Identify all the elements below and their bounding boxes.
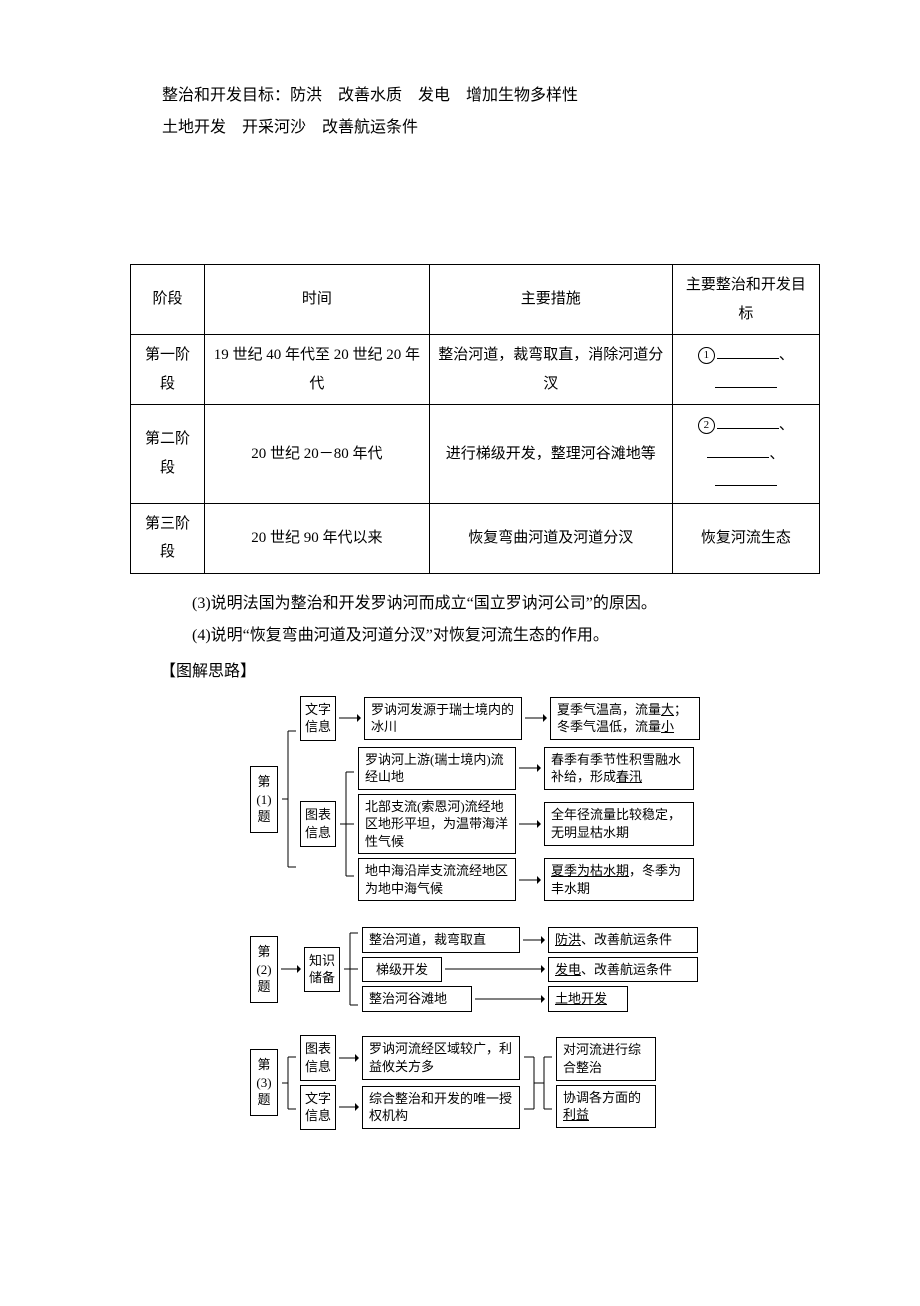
arrow-icon [472, 994, 548, 1004]
q1-label: 第 (1) 题 [250, 766, 278, 833]
cell-time: 20 世纪 20－80 年代 [205, 405, 430, 504]
result-box: 春季有季节性积雪融水补给，形成春汛 [544, 747, 694, 790]
blank-field[interactable] [707, 443, 769, 458]
q1-chart-row: 北部支流(索恩河)流经地区地形平坦，为温带海洋性气候 全年径流量比较稳定，无明显… [358, 794, 694, 855]
top-line-1: 整治和开发目标：防洪 改善水质 发电 增加生物多样性 [130, 80, 820, 112]
info-box: 罗讷河流经区域较广，利益攸关方多 [362, 1036, 520, 1079]
mid-label: 文字 信息 [300, 696, 336, 741]
fork-icon [278, 709, 300, 889]
info-box: 罗讷河发源于瑞士境内的冰川 [364, 697, 522, 740]
cell-measure: 进行梯级开发，整理河谷滩地等 [429, 405, 672, 504]
question-3: (3)说明法国为整治和开发罗讷河而成立“国立罗讷河公司”的原因。 [130, 588, 820, 620]
arrow-icon [336, 1053, 362, 1063]
blank-field[interactable] [717, 344, 779, 359]
mid-label: 文字 信息 [300, 1085, 336, 1130]
cell-measure: 整治河道，裁弯取直，消除河道分汊 [429, 335, 672, 405]
mid-label: 知识 储备 [304, 947, 340, 992]
cell-time: 19 世纪 40 年代至 20 世纪 20 年代 [205, 335, 430, 405]
arrow-icon [520, 935, 548, 945]
result-box: 土地开发 [548, 986, 628, 1012]
info-box: 整治河道，裁弯取直 [362, 927, 520, 953]
q1-chart-branch: 图表 信息 罗讷河上游(瑞士境内)流经山地 春季有季节性积雪融水补给，形成春汛 … [300, 745, 700, 904]
info-box: 地中海沿岸支流流经地区为地中海气候 [358, 858, 516, 901]
th-time: 时间 [205, 265, 430, 335]
blank-field[interactable] [715, 471, 777, 486]
q3-out-row: 协调各方面的利益 [556, 1085, 656, 1128]
th-stage: 阶段 [131, 265, 205, 335]
circled-number-icon: 2 [698, 417, 715, 434]
arrow-icon [516, 763, 544, 773]
spacer [130, 144, 820, 264]
q2-row: 梯级开发 发电、改善航运条件 [362, 957, 698, 983]
section-heading: 【图解思路】 [130, 656, 820, 688]
arrow-icon [278, 964, 304, 974]
merge-icon [520, 1041, 556, 1125]
cell-goal: 恢复河流生态 [672, 503, 819, 573]
blank-field[interactable] [715, 373, 777, 388]
diagram-q1: 第 (1) 题 文字 信息 罗讷河发源于瑞士境内的冰川 夏季气温高，流量大；冬季… [250, 694, 700, 906]
cell-stage: 第二阶段 [131, 405, 205, 504]
cell-stage: 第三阶段 [131, 503, 205, 573]
q3-out-row: 对河流进行综合整治 [556, 1037, 656, 1080]
mid-label: 图表 信息 [300, 801, 336, 846]
top-text-block: 整治和开发目标：防洪 改善水质 发电 增加生物多样性 土地开发 开采河沙 改善航… [130, 80, 820, 144]
cell-measure: 恢复弯曲河道及河道分汊 [429, 503, 672, 573]
top-line-2: 土地开发 开采河沙 改善航运条件 [130, 112, 820, 144]
q2-label: 第 (2) 题 [250, 936, 278, 1003]
arrow-icon [336, 713, 364, 723]
fork-icon [340, 919, 362, 1019]
q3-label: 第 (3) 题 [250, 1049, 278, 1116]
result-box: 对河流进行综合整治 [556, 1037, 656, 1080]
q3-row: 图表 信息 罗讷河流经区域较广，利益攸关方多 [300, 1035, 520, 1080]
info-box: 综合整治和开发的唯一授权机构 [362, 1086, 520, 1129]
stages-table: 阶段 时间 主要措施 主要整治和开发目标 第一阶段 19 世纪 40 年代至 2… [130, 264, 820, 574]
arrow-icon [516, 875, 544, 885]
circled-number-icon: 1 [698, 347, 715, 364]
q1-chart-row: 地中海沿岸支流流经地区为地中海气候 夏季为枯水期，冬季为丰水期 [358, 858, 694, 901]
cell-goal: 1、 [672, 335, 819, 405]
cell-goal: 2、 、 [672, 405, 819, 504]
q1-chart-row: 罗讷河上游(瑞士境内)流经山地 春季有季节性积雪融水补给，形成春汛 [358, 747, 694, 790]
cell-stage: 第一阶段 [131, 335, 205, 405]
info-box: 罗讷河上游(瑞士境内)流经山地 [358, 747, 516, 790]
table-row: 第二阶段 20 世纪 20－80 年代 进行梯级开发，整理河谷滩地等 2、 、 [131, 405, 820, 504]
fork-icon [336, 754, 358, 894]
diagram-wrap: 第 (1) 题 文字 信息 罗讷河发源于瑞士境内的冰川 夏季气温高，流量大；冬季… [130, 694, 820, 1146]
th-goal: 主要整治和开发目标 [672, 265, 819, 335]
diagram-q2: 第 (2) 题 知识 储备 整治河道，裁弯取直 防洪、改善航运条件 梯级开发 发… [250, 919, 700, 1019]
arrow-icon [516, 819, 544, 829]
table-row: 第三阶段 20 世纪 90 年代以来 恢复弯曲河道及河道分汊 恢复河流生态 [131, 503, 820, 573]
result-box: 夏季气温高，流量大；冬季气温低，流量小 [550, 697, 700, 740]
question-4: (4)说明“恢复弯曲河道及河道分汊”对恢复河流生态的作用。 [130, 620, 820, 652]
result-box: 夏季为枯水期，冬季为丰水期 [544, 858, 694, 901]
result-box: 发电、改善航运条件 [548, 957, 698, 983]
info-box: 梯级开发 [362, 957, 442, 983]
table-header-row: 阶段 时间 主要措施 主要整治和开发目标 [131, 265, 820, 335]
result-box: 协调各方面的利益 [556, 1085, 656, 1128]
info-box: 整治河谷滩地 [362, 986, 472, 1012]
arrow-icon [336, 1102, 362, 1112]
cell-time: 20 世纪 90 年代以来 [205, 503, 430, 573]
flow-diagram: 第 (1) 题 文字 信息 罗讷河发源于瑞士境内的冰川 夏季气温高，流量大；冬季… [250, 694, 700, 1146]
mid-label: 图表 信息 [300, 1035, 336, 1080]
fork-icon [278, 1041, 300, 1125]
q3-row: 文字 信息 综合整治和开发的唯一授权机构 [300, 1085, 520, 1130]
arrow-icon [442, 964, 548, 974]
arrow-icon [522, 713, 550, 723]
q2-row: 整治河谷滩地 土地开发 [362, 986, 698, 1012]
diagram-q3: 第 (3) 题 图表 信息 罗讷河流经区域较广，利益攸关方多 文字 信息 综合整… [250, 1033, 700, 1131]
blank-field[interactable] [717, 414, 779, 429]
info-box: 北部支流(索恩河)流经地区地形平坦，为温带海洋性气候 [358, 794, 516, 855]
q2-row: 整治河道，裁弯取直 防洪、改善航运条件 [362, 927, 698, 953]
th-measure: 主要措施 [429, 265, 672, 335]
result-box: 全年径流量比较稳定，无明显枯水期 [544, 802, 694, 845]
table-row: 第一阶段 19 世纪 40 年代至 20 世纪 20 年代 整治河道，裁弯取直，… [131, 335, 820, 405]
result-box: 防洪、改善航运条件 [548, 927, 698, 953]
q1-text-branch: 文字 信息 罗讷河发源于瑞士境内的冰川 夏季气温高，流量大；冬季气温低，流量小 [300, 696, 700, 741]
